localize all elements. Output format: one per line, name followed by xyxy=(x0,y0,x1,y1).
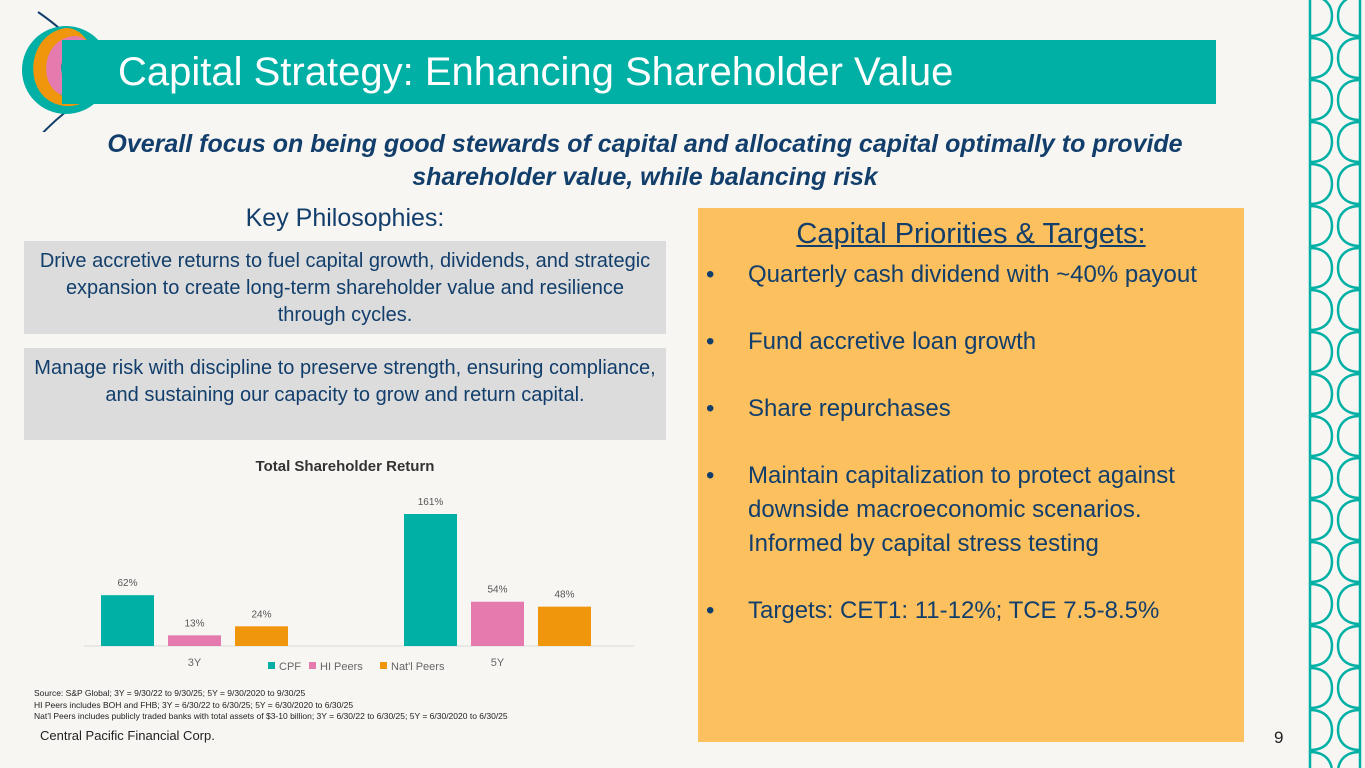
page-title: Capital Strategy: Enhancing Shareholder … xyxy=(118,50,954,94)
pattern-half-circle xyxy=(1308,750,1333,768)
pattern-half-circle xyxy=(1308,162,1334,206)
bar-cpf-5y xyxy=(404,514,457,646)
legend-swatch xyxy=(309,662,316,669)
bullet-icon: • xyxy=(706,261,715,288)
legend-swatch xyxy=(268,662,275,669)
pattern-half-circle xyxy=(1308,456,1334,500)
pattern-half-circle xyxy=(1308,330,1334,374)
data-label: 62% xyxy=(117,578,137,589)
pattern-half-circle xyxy=(1336,456,1362,500)
priority-text: Share repurchases xyxy=(748,395,951,422)
data-label: 54% xyxy=(487,585,507,596)
x-tick-label: 5Y xyxy=(491,657,505,669)
pattern-half-circle xyxy=(1308,624,1334,668)
legend-label: HI Peers xyxy=(320,661,363,673)
pattern-half-circle xyxy=(1308,246,1334,290)
bar-hi-peers-3y xyxy=(168,635,221,646)
pattern-half-circle xyxy=(1308,498,1334,542)
pattern-half-circle xyxy=(1336,36,1362,80)
bar-cpf-3y xyxy=(101,595,154,646)
pattern-half-circle xyxy=(1336,288,1362,332)
pattern-half-circle xyxy=(1336,162,1362,206)
pattern-half-circle xyxy=(1336,372,1362,416)
priority-text: Quarterly cash dividend with ~40% payout xyxy=(748,261,1197,288)
pattern-half-circle xyxy=(1336,708,1362,752)
decorative-pattern xyxy=(1308,0,1362,768)
bullet-icon: • xyxy=(706,597,715,624)
capital-priorities-heading: Capital Priorities & Targets: xyxy=(796,218,1146,250)
total-shareholder-return-chart: Total Shareholder Return 62% 13% 24% 3Y 161% 5… xyxy=(84,458,634,673)
pattern-half-circle xyxy=(1336,540,1362,584)
pattern-half-circle xyxy=(1308,120,1334,164)
priority-text: Fund accretive loan growth xyxy=(748,328,1037,355)
data-label: 48% xyxy=(554,590,574,601)
pattern-half-circle xyxy=(1336,498,1362,542)
pattern-half-circle xyxy=(1308,666,1334,710)
bullet-icon: • xyxy=(706,328,715,355)
source-notes: Source: S&P Global; 3Y = 9/30/22 to 9/30… xyxy=(34,688,684,723)
page-number: 9 xyxy=(1274,728,1284,747)
priority-item: • Maintain capitalization to protect agai… xyxy=(706,459,1226,561)
legend-label: CPF xyxy=(279,661,301,673)
pattern-half-circle xyxy=(1336,204,1362,248)
footer-company: Central Pacific Financial Corp. xyxy=(40,728,215,743)
bar-nat-l-peers-3y xyxy=(235,626,288,646)
chart-title: Total Shareholder Return xyxy=(256,458,435,475)
pattern-half-circle xyxy=(1308,582,1334,626)
bullet-icon: • xyxy=(706,395,715,422)
capital-priorities-panel xyxy=(698,208,1244,742)
philosophy-box-1: Drive accretive returns to fuel capital … xyxy=(24,241,666,334)
priority-item: • Quarterly cash dividend with ~40% payou… xyxy=(706,258,1226,292)
bar-hi-peers-5y xyxy=(471,601,524,646)
bullet-icon: • xyxy=(706,462,715,489)
pattern-half-circle xyxy=(1308,288,1334,332)
pattern-half-circle xyxy=(1308,414,1334,458)
pattern-half-circle xyxy=(1336,666,1362,710)
subtitle: Overall focus on being good stewards of … xyxy=(107,130,1183,191)
pattern-half-circle xyxy=(1337,750,1362,768)
bar-nat-l-peers-5y xyxy=(538,606,591,646)
priority-text: Targets: CET1: 11-12%; TCE 7.5-8.5% xyxy=(748,597,1160,624)
priority-item: • Targets: CET1: 11-12%; TCE 7.5-8.5% xyxy=(706,594,1226,628)
pattern-half-circle xyxy=(1336,246,1362,290)
pattern-half-circle xyxy=(1308,540,1334,584)
x-tick-label: 3Y xyxy=(188,657,202,669)
title-bar xyxy=(62,40,1216,104)
capital-priorities-list: • Quarterly cash dividend with ~40% payou… xyxy=(706,258,1226,661)
pattern-half-circle xyxy=(1336,330,1362,374)
legend-swatch xyxy=(380,662,387,669)
pattern-half-circle xyxy=(1308,36,1334,80)
pattern-half-circle xyxy=(1336,0,1362,38)
data-label: 13% xyxy=(184,618,204,629)
pattern-half-circle xyxy=(1336,414,1362,458)
pattern-half-circle xyxy=(1336,120,1362,164)
source-note-3: Nat’l Peers includes publicly traded ban… xyxy=(34,711,508,721)
source-note-1: Source: S&P Global; 3Y = 9/30/22 to 9/30… xyxy=(34,688,306,698)
legend-label: Nat'l Peers xyxy=(391,661,445,673)
pattern-half-circle xyxy=(1336,78,1362,122)
data-label: 161% xyxy=(418,497,444,508)
pattern-half-circle xyxy=(1308,708,1334,752)
key-philosophies-heading: Key Philosophies: xyxy=(245,204,445,232)
pattern-half-circle xyxy=(1308,372,1334,416)
priority-text: Maintain capitalization to protect again… xyxy=(748,462,1175,557)
priority-item: • Fund accretive loan growth xyxy=(706,325,1226,359)
pattern-half-circle xyxy=(1336,624,1362,668)
philosophy-box-2: Manage risk with discipline to preserve … xyxy=(24,348,666,440)
data-label: 24% xyxy=(251,609,271,620)
priority-item: • Share repurchases xyxy=(706,392,1226,426)
pattern-half-circle xyxy=(1308,0,1334,38)
pattern-half-circle xyxy=(1336,582,1362,626)
pattern-half-circle xyxy=(1308,204,1334,248)
pattern-half-circle xyxy=(1308,78,1334,122)
source-note-2: HI Peers includes BOH and FHB; 3Y = 6/30… xyxy=(34,699,354,710)
